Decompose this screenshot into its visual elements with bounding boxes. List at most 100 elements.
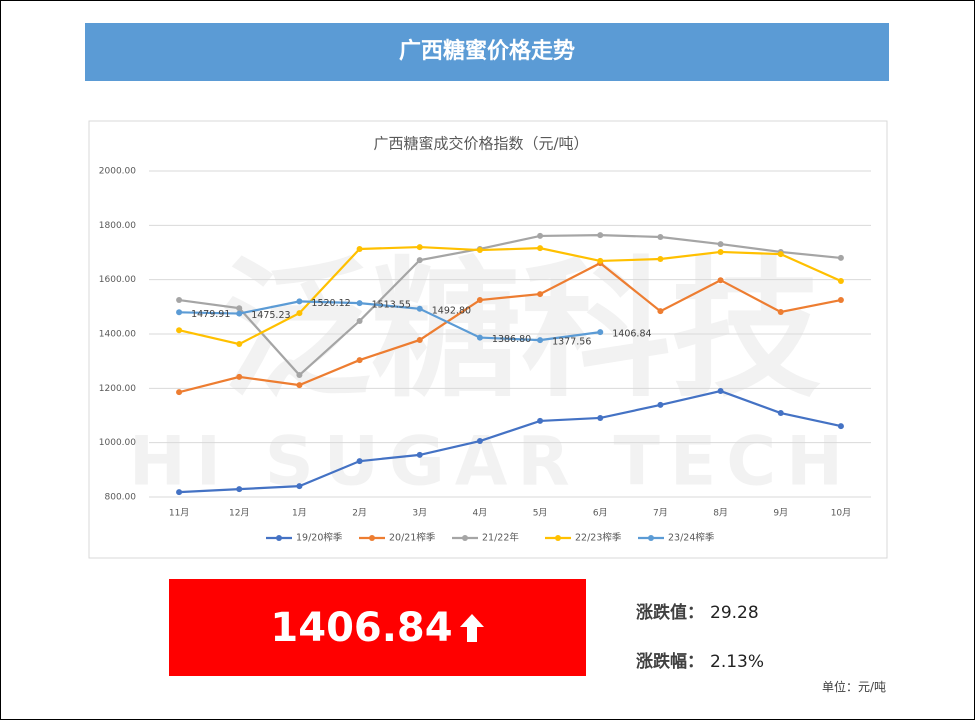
point — [416, 244, 423, 251]
point — [236, 310, 243, 317]
x-tick-label: 7月 — [653, 508, 668, 519]
up-arrow — [459, 613, 484, 642]
point — [296, 298, 303, 305]
point — [777, 410, 784, 417]
data-label: 1492.80 — [432, 305, 471, 316]
point — [837, 278, 844, 285]
point — [356, 300, 363, 307]
point — [597, 329, 604, 336]
legend-label: 22/23榨季 — [575, 532, 622, 544]
point — [416, 451, 423, 458]
legend-marker — [369, 535, 375, 541]
point — [537, 245, 544, 252]
y-tick-label: 800.00 — [105, 493, 137, 503]
legend-label: 19/20榨季 — [296, 532, 343, 544]
y-tick-label: 1000.00 — [99, 438, 136, 448]
x-tick-label: 12月 — [229, 508, 249, 519]
point — [416, 305, 423, 312]
pct-row: 涨跌幅： 2.13% — [636, 647, 764, 672]
legend-marker — [276, 535, 282, 541]
point — [296, 382, 303, 389]
point — [356, 357, 363, 364]
x-tick-label: 4月 — [473, 508, 488, 519]
point — [296, 310, 303, 317]
chart-title: 广西糖蜜成交价格指数（元/吨） — [373, 135, 588, 153]
x-tick-label: 8月 — [713, 508, 728, 519]
legend-marker — [462, 535, 468, 541]
point — [717, 388, 724, 395]
data-label: 1479.91 — [191, 309, 230, 320]
point — [537, 337, 544, 344]
point — [537, 291, 544, 298]
point — [476, 247, 483, 254]
data-label: 1520.12 — [311, 298, 350, 309]
legend-marker — [555, 535, 561, 541]
point — [717, 277, 724, 284]
data-label: 1513.55 — [372, 300, 411, 311]
current-value-box: 1406.84 — [169, 579, 586, 676]
point — [176, 389, 183, 396]
header-title: 广西糖蜜价格走势 — [85, 23, 889, 81]
unit: 单位：元/吨 — [821, 680, 886, 694]
data-label: 1406.84 — [612, 329, 651, 340]
x-tick-label: 5月 — [533, 508, 548, 519]
point — [416, 257, 423, 264]
data-label: 1386.80 — [492, 334, 531, 345]
series-line — [179, 389, 842, 494]
point — [236, 341, 243, 348]
point — [236, 305, 243, 312]
point — [476, 438, 483, 445]
change-label: 涨跌值： — [636, 603, 704, 623]
point — [837, 423, 844, 430]
legend-label: 23/24榨季 — [668, 532, 715, 544]
point — [597, 257, 604, 264]
y-tick-label: 1600.00 — [99, 275, 136, 285]
pct-label: 涨跌幅： — [636, 652, 704, 672]
data-label: 1377.56 — [552, 337, 591, 348]
x-tick-label: 11月 — [169, 508, 189, 519]
current-value: 1406.84 — [270, 604, 453, 651]
pct-value: 2.13% — [710, 652, 765, 672]
point — [657, 308, 664, 315]
data-label: 1475.23 — [251, 310, 290, 321]
x-tick-label: 6月 — [593, 508, 608, 519]
point — [657, 256, 664, 263]
point — [476, 297, 483, 304]
point — [356, 245, 363, 252]
point — [296, 372, 303, 379]
point — [657, 234, 664, 241]
legend-label: 21/22年 — [482, 532, 519, 544]
x-tick-label: 3月 — [412, 508, 427, 519]
series-line — [178, 261, 842, 394]
point — [416, 336, 423, 343]
point — [176, 489, 183, 496]
series-line — [178, 234, 842, 377]
point — [176, 309, 183, 316]
x-tick-label: 1月 — [292, 508, 307, 519]
chart: 泛糖科技 HI SUGAR TECH 广西糖蜜成交价格指数（元/吨） 800.0… — [88, 120, 888, 559]
x-tick-label: 10月 — [831, 508, 851, 519]
series-line — [179, 300, 601, 342]
watermark: 泛糖科技 — [221, 244, 821, 418]
point — [777, 251, 784, 258]
point — [476, 334, 483, 341]
x-tick-label: 2月 — [352, 508, 367, 519]
point — [597, 414, 604, 421]
point — [717, 248, 724, 255]
y-tick-label: 2000.00 — [99, 167, 136, 177]
point — [837, 254, 844, 261]
point — [356, 458, 363, 465]
legend-marker — [648, 535, 654, 541]
point — [236, 373, 243, 380]
change-row: 涨跌值： 29.28 — [636, 598, 759, 623]
point — [717, 241, 724, 248]
point — [176, 297, 183, 304]
y-tick-label: 1400.00 — [99, 330, 136, 340]
point — [777, 308, 784, 315]
point — [236, 486, 243, 493]
change-value: 29.28 — [710, 603, 759, 623]
x-tick-label: 9月 — [773, 508, 788, 519]
point — [837, 297, 844, 304]
y-tick-label: 1200.00 — [99, 384, 136, 394]
